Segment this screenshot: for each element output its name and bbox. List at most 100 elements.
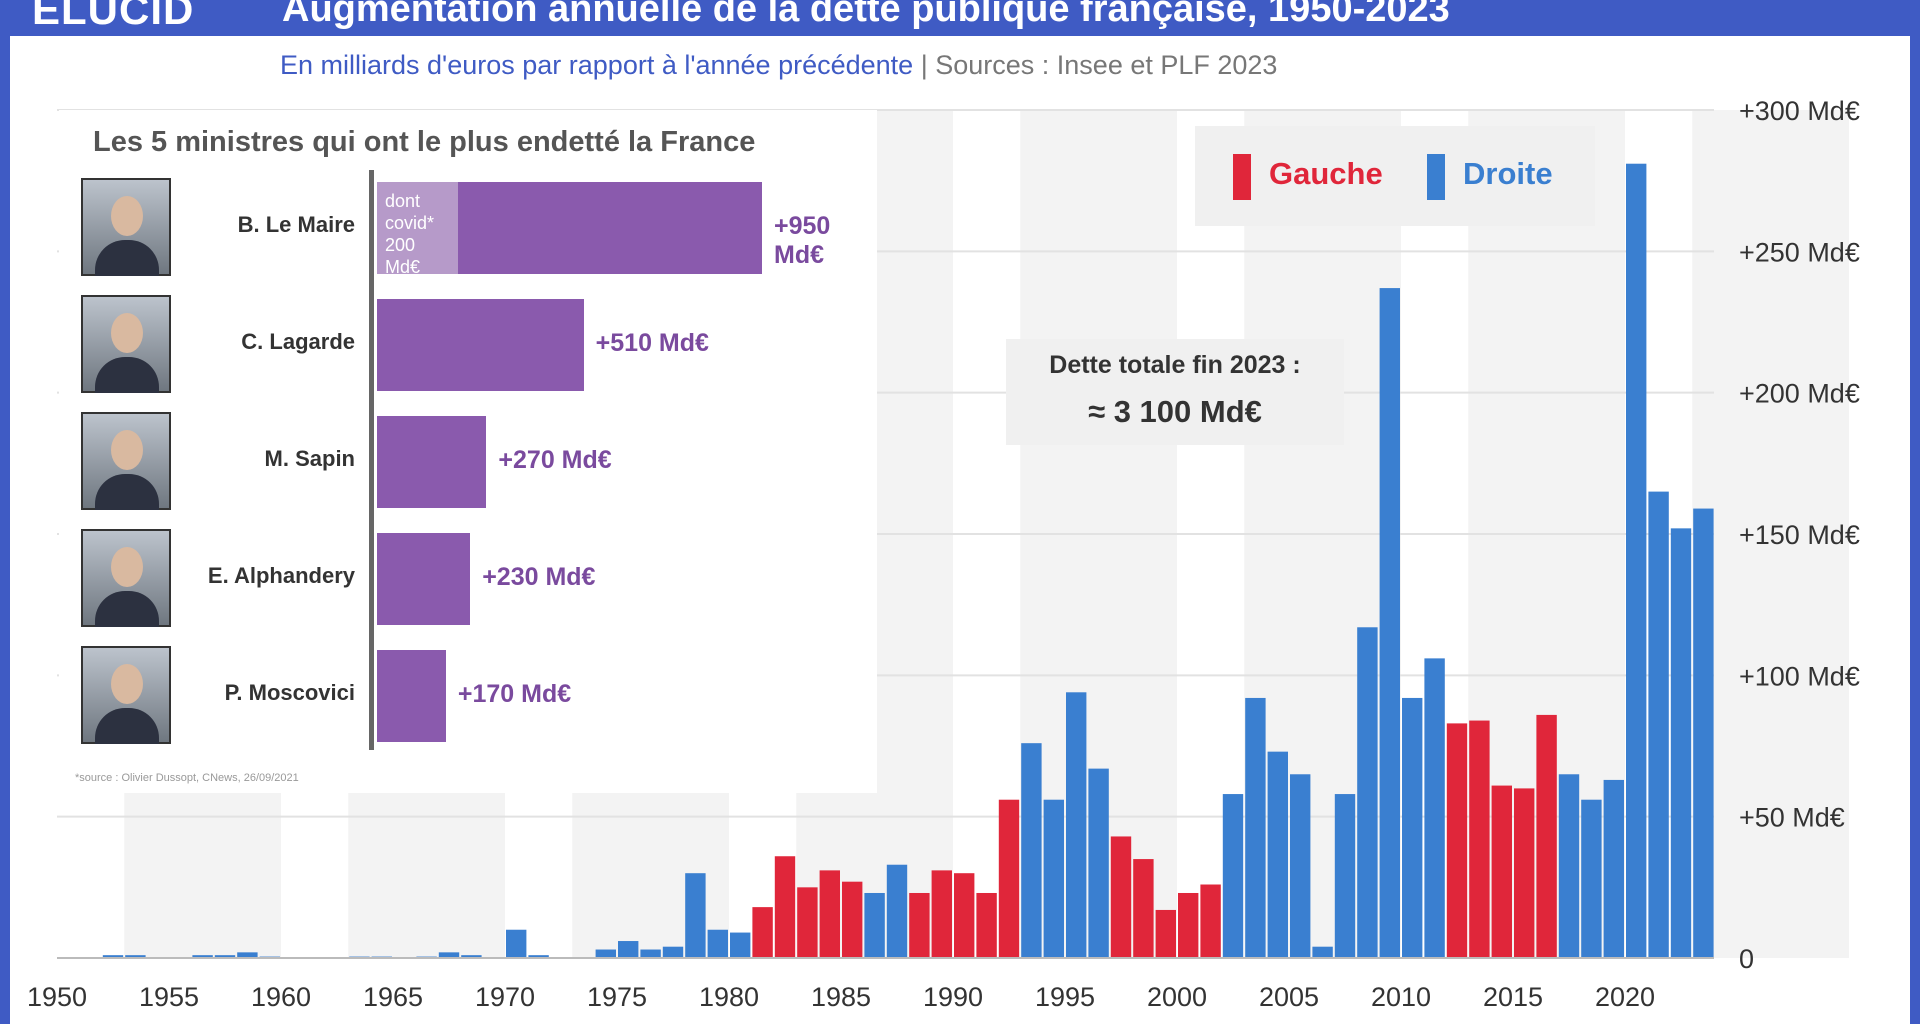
minister-name: M. Sapin [264,446,355,471]
head-shape [111,313,143,353]
minister-photo [81,412,171,510]
bar-2014 [1491,785,1512,958]
bar-1988 [909,892,930,958]
x-tick-label: 2010 [1371,982,1431,1012]
minister-value: +170 Md€ [457,680,572,708]
minister-name: P. Moscovici [224,680,355,705]
minister-bar [377,299,584,391]
x-tick-label: 1955 [139,982,199,1012]
annotation-line1: Dette totale fin 2023 : [1049,351,1301,379]
head-shape [111,664,143,704]
bar-1996 [1088,768,1109,958]
minister-row: B. Le Maire +950 Md€ dont covid* 200 Md€ [59,178,877,278]
bar-1998 [1133,859,1154,958]
bar-1983 [797,887,818,958]
minister-row: E. Alphandery +230 Md€ [59,529,877,629]
bar-2010 [1402,697,1423,958]
body-shape [95,240,159,276]
bar-1989 [931,870,952,958]
chart-subtitle: En milliards d'euros par rapport à l'ann… [280,50,1277,81]
footnote: *source : Olivier Dussopt, CNews, 26/09/… [75,772,299,784]
minister-value: +510 Md€ [595,329,709,357]
bar-2012 [1446,723,1468,958]
minister-photo [81,178,171,276]
head-shape [111,196,143,236]
minister-value: +270 Md€ [498,446,612,474]
header-bar: ELUCID Augmentation annuelle de la dette… [0,0,1920,36]
subtitle-text: En milliards d'euros par rapport à l'ann… [280,50,914,80]
bar-1956 [192,955,213,958]
bar-1978 [685,873,706,958]
bar-1952 [102,955,124,958]
minister-photo [81,646,171,744]
head-shape [111,547,143,587]
chart-title: Augmentation annuelle de la dette publiq… [282,0,1450,30]
minister-name: B. Le Maire [237,212,355,237]
bar-2017 [1558,774,1580,958]
minister-bar [377,650,446,742]
bar-1974 [595,949,616,958]
bar-2002 [1222,794,1244,958]
bar-2021 [1648,491,1669,958]
minister-value: +950 Md€ [774,212,831,269]
y-tick-label: +100 Md€ [1739,661,1860,691]
inset-axis [369,170,374,750]
bar-2005 [1290,774,1311,958]
bar-1992 [998,799,1020,958]
body-shape [95,357,159,393]
minister-row: P. Moscovici +170 Md€ [59,646,877,746]
bar-1958 [237,952,258,958]
bar-1984 [819,870,840,958]
minister-row: M. Sapin +270 Md€ [59,412,877,512]
x-tick-label: 2015 [1483,982,1543,1012]
bar-1976 [640,949,661,958]
y-tick-label: +150 Md€ [1739,520,1860,550]
x-tick-label: 2005 [1259,982,1319,1012]
bar-1999 [1155,909,1176,958]
x-tick-label: 1965 [363,982,423,1012]
bar-1953 [125,955,146,958]
bar-2015 [1514,788,1535,958]
droite-swatch [1427,154,1445,200]
legend-gauche: Gauche [1269,156,1383,191]
bar-2009 [1379,288,1400,959]
body-shape [95,591,159,627]
y-tick-label: +50 Md€ [1739,803,1845,833]
bar-1967 [438,952,460,958]
bar-2013 [1469,720,1490,958]
bar-1975 [618,941,639,958]
bar-1995 [1066,692,1087,958]
minister-value: +230 Md€ [482,563,596,591]
minister-bar [377,533,471,625]
bar-2003 [1245,697,1266,958]
background-band [1692,110,1849,958]
annotation-line2: ≈ 3 100 Md€ [1088,394,1262,429]
bar-2019 [1603,779,1624,958]
gauche-swatch [1233,154,1251,200]
x-tick-label: 2020 [1595,982,1655,1012]
x-tick-label: 1980 [699,982,759,1012]
bar-2023 [1693,508,1714,958]
bar-2006 [1312,946,1333,958]
separator: | [920,50,928,80]
bar-1968 [461,955,482,958]
x-tick-label: 1995 [1035,982,1095,1012]
bar-1990 [954,873,975,958]
x-tick-label: 1950 [27,982,87,1012]
bar-1979 [707,929,728,958]
bar-1971 [528,955,549,958]
bar-2001 [1200,884,1221,958]
bar-2016 [1536,714,1557,958]
bar-1986 [864,892,885,958]
minister-photo [81,295,171,393]
legend-droite: Droite [1463,156,1553,191]
bar-2007 [1334,794,1356,958]
bar-1994 [1043,799,1064,958]
y-tick-label: +250 Md€ [1739,237,1860,267]
legend: Gauche Droite [1195,126,1595,226]
y-tick-label: +300 Md€ [1739,96,1860,126]
bar-1997 [1110,836,1132,958]
minister-name: C. Lagarde [241,329,355,354]
bar-1993 [1021,743,1042,958]
total-debt-annotation: Dette totale fin 2023 : ≈ 3 100 Md€ [1006,339,1344,445]
